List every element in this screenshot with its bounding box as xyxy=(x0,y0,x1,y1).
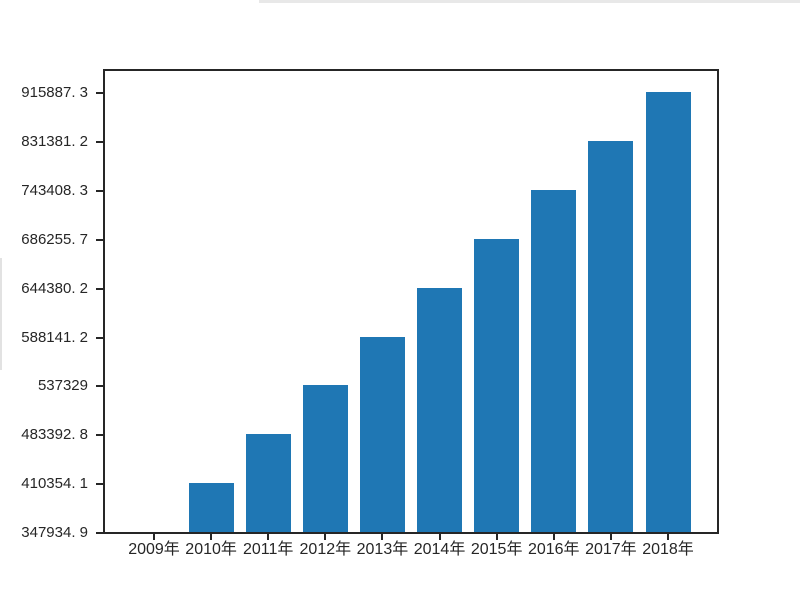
x-tick xyxy=(381,534,384,540)
bar-2011年 xyxy=(245,434,291,532)
screen-edge-artifact-top xyxy=(259,0,800,3)
y-tick-label: 537329 xyxy=(37,377,88,395)
x-tick xyxy=(210,534,213,540)
y-tick-label: 831381. 2 xyxy=(21,133,88,151)
x-tick xyxy=(609,534,612,540)
bar-2016年 xyxy=(531,190,577,532)
x-tick-label: 2014年 xyxy=(413,541,466,558)
plot-area xyxy=(103,69,719,534)
y-tick xyxy=(96,336,103,339)
y-tick xyxy=(96,141,103,144)
x-tick xyxy=(552,534,555,540)
x-tick xyxy=(267,534,270,540)
x-tick xyxy=(495,534,498,540)
bar-2018年 xyxy=(645,92,691,532)
y-tick xyxy=(96,483,103,486)
y-tick xyxy=(96,92,103,95)
y-tick-label: 483392. 8 xyxy=(21,426,88,444)
y-tick xyxy=(96,238,103,241)
bar-2013年 xyxy=(359,336,405,532)
y-tick-label: 686255. 7 xyxy=(21,230,88,248)
x-tick xyxy=(153,534,155,540)
y-tick xyxy=(96,287,103,290)
x-tick xyxy=(324,534,327,540)
x-tick-label: 2015年 xyxy=(470,541,523,558)
x-tick xyxy=(438,534,441,540)
x-tick-label: 2011年 xyxy=(243,541,294,558)
x-tick-label: 2013年 xyxy=(356,541,409,558)
y-tick xyxy=(96,190,103,193)
x-tick xyxy=(667,534,669,540)
y-tick xyxy=(96,385,103,388)
bar-2017年 xyxy=(588,141,634,532)
x-tick-label: 2017年 xyxy=(585,541,637,558)
y-tick-label: 743408. 3 xyxy=(21,182,88,200)
bar-2015年 xyxy=(474,238,520,532)
y-tick-label: 410354. 1 xyxy=(21,475,88,493)
x-tick-label: 2009年 xyxy=(128,541,180,558)
y-tick xyxy=(96,532,103,534)
y-tick-label: 347934. 9 xyxy=(21,524,88,541)
bar-2014年 xyxy=(417,287,463,532)
bar-2010年 xyxy=(188,483,234,532)
screen-edge-artifact-left xyxy=(0,258,2,370)
y-tick-label: 588141. 2 xyxy=(21,328,88,346)
x-tick-label: 2018年 xyxy=(642,541,694,558)
bar-2012年 xyxy=(302,385,348,532)
y-tick-label: 644380. 2 xyxy=(21,279,88,297)
x-tick-label: 2016年 xyxy=(527,541,580,558)
y-tick-label: 915887. 3 xyxy=(21,84,88,102)
x-tick-label: 2010年 xyxy=(185,541,237,558)
x-tick-label: 2012年 xyxy=(299,541,352,558)
y-tick xyxy=(96,434,103,437)
